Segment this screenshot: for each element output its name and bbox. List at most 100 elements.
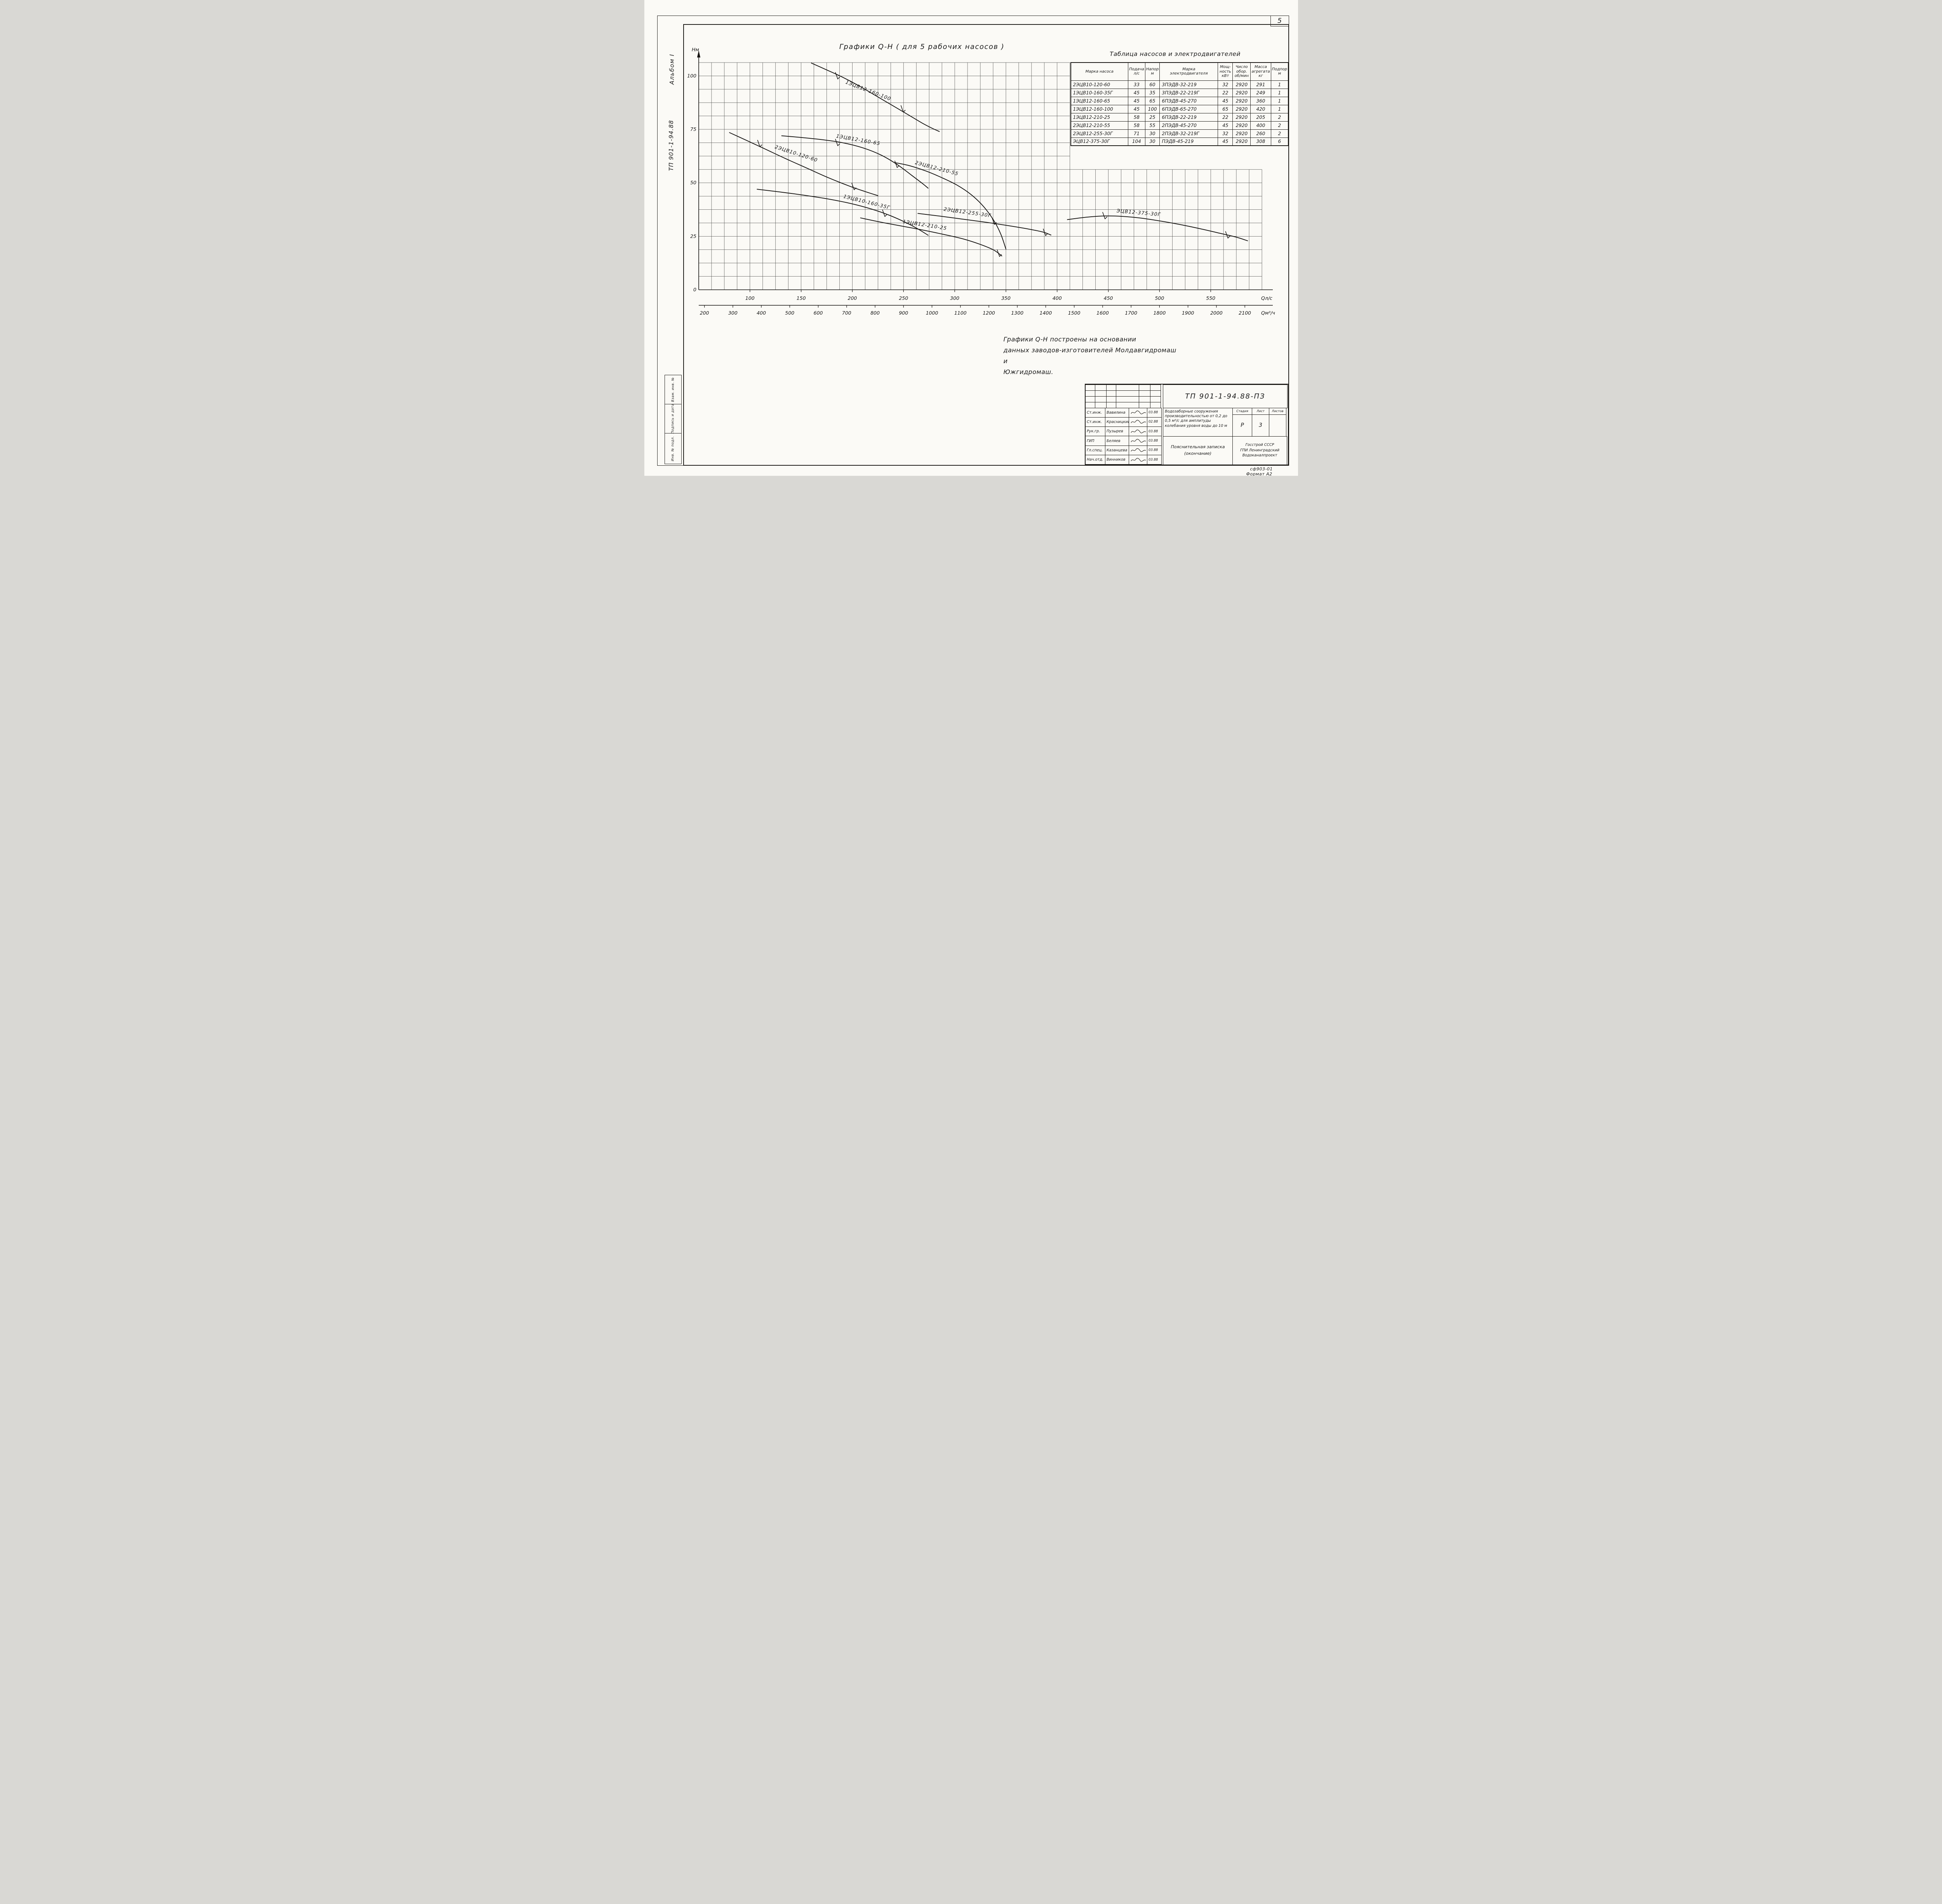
x-tick-label-m3h: 2000 [1210,310,1222,316]
pump-table-cell: 22 [1218,88,1233,97]
pump-table-cell: 2920 [1232,137,1251,146]
pump-table-header-row: Марка насоса Подача л/с Напор м Марка элект… [1070,62,1289,81]
note-line: Южгидромаш. [1003,368,1054,376]
x-tick-label-m3h: 1800 [1153,310,1166,316]
title-block-grid-cell [1085,396,1095,402]
pump-table-cell: 2ЭЦВ10-120-60 [1070,80,1128,89]
signature-squiggle [1131,458,1146,462]
title-block-grid-cell [1139,390,1150,397]
y-tick-label: 0 [693,287,696,292]
margin-stamp-cell: Подпись и дата [664,404,682,434]
pump-table: Марка насоса Подача л/с Напор м Марка элект… [1070,62,1289,146]
title-block-grid-cell [1106,402,1116,408]
pump-curve [860,218,1002,256]
curve-label: 1ЭЦВ12-160-100 [844,79,892,102]
signature-squiggle [1131,439,1146,443]
pump-table-header-cell: Подача л/с [1128,62,1145,81]
curve-label: 2ЭЦВ10-120-60 [774,144,818,163]
pump-table-cell: 2920 [1232,113,1251,122]
organization-line: ГПИ Ленинградский [1240,448,1279,453]
margin-stamp-cells: Взам. инв. № Подпись и дата Инв. № подл. [664,375,682,465]
title-block: ТП 901-1-94.88-ПЗ Ст.инж. Вавилина 03.88 Ст… [1084,384,1289,465]
pump-table-cell: 45 [1218,137,1233,146]
pump-curve [811,63,940,132]
margin-stamp-label: Инв. № подл. [671,436,675,461]
pump-table-row: 1ЭЦВ12-160-100 45 100 6ПЭДВ-65-270 65 2920 420… [1070,104,1289,113]
pump-table-cell: 1 [1270,88,1289,97]
pump-table-cell: 45 [1218,96,1233,105]
x-tick-label-ls: 400 [1052,295,1061,301]
title-block-grid-cell [1095,390,1107,397]
pump-table-cell: 65 [1145,96,1160,105]
title-block-grid-cell [1116,402,1139,408]
x-tick-label-m3h: 1400 [1039,310,1052,316]
pump-table-cell: 2 [1270,113,1289,122]
duty-point-mark [896,165,900,168]
stage-block: Стадия Р Лист 3 Листов [1232,407,1288,437]
x-axis-label-m3h: Qм³/ч [1261,310,1275,316]
pump-table-header-cell: Масса агрегата кг [1250,62,1271,81]
project-description: Водозаборные сооружения производительнос… [1163,407,1233,437]
y-tick-label: 25 [690,233,696,239]
signature-role: ГИП [1085,436,1105,446]
y-tick-label: 75 [690,126,696,132]
pump-table-cell: ПЭДВ-45-219 [1159,137,1218,146]
x-tick-label-m3h: 900 [899,310,908,316]
pump-table-cell: 6 [1270,137,1289,146]
x-tick-label-m3h: 2100 [1239,310,1251,316]
x-tick-label-ls: 300 [950,295,959,301]
stage-header: Листов [1269,408,1286,415]
pump-table-cell: 1 [1270,80,1289,89]
drawing-sheet: 5 Альбом I ТП 901-1-94.88 Взам. инв. № По… [644,0,1298,476]
pump-table-row: 2ЭЦВ12-210-55 58 55 2ПЭДВ-45-270 45 2920 400 2 [1070,121,1289,130]
pump-table-cell: 65 [1218,104,1233,113]
pump-curve [729,132,878,196]
signature-mark [1129,436,1147,446]
sheet-number: 5 [1277,17,1282,25]
pump-table-cell: 2ЭЦВ12-210-55 [1070,121,1128,130]
pump-curve [756,189,929,236]
pump-table-cell: 30 [1145,137,1160,146]
x-tick-label-m3h: 1900 [1182,310,1194,316]
pump-table-cell: ЭЦВ12-375-30Г [1070,137,1128,146]
pump-table-cell: 2920 [1232,88,1251,97]
duty-point-mark [837,143,840,146]
y-tick-label: 100 [687,73,696,78]
pump-table-header-cell: Число обор. об/мин [1232,62,1251,81]
title-block-right: Водозаборные сооружения производительнос… [1163,407,1288,465]
pump-table-cell: 35 [1145,88,1160,97]
y-axis-arrow [697,50,700,57]
title-block-grid-cell [1085,390,1095,397]
sheet-number-box: 5 [1270,16,1289,26]
pump-table-cell: 32 [1218,129,1233,138]
duty-point-mark [1104,216,1107,219]
qh-chart: Нм 0 25 50 75 100 100 150 200 250 300 350 400 450 500 5… [687,47,1275,316]
title-block-grid-cell [1095,384,1107,391]
pump-table-cell: 32 [1218,80,1233,89]
x-tick-label-m3h: 300 [728,310,737,316]
document-title: Пояснительная записка (окончание) [1163,436,1233,465]
pump-table-cell: 100 [1145,104,1160,113]
pump-table-cell: 308 [1250,137,1271,146]
stage-column: Лист 3 [1252,407,1269,437]
duty-point-mark [1045,233,1048,236]
title-block-grid-cell [1116,396,1139,402]
pump-table-cell: 45 [1128,96,1145,105]
signature-name: Винников [1105,455,1129,465]
x-tick-label-ls: 150 [796,295,806,301]
signature-row: Ст.инж. Красницкий 02.88 [1085,417,1163,427]
title-block-grid-cell [1150,402,1161,408]
note-text: Графики Q-Н построены на основании данных… [1004,334,1182,378]
stage-header: Стадия [1233,408,1252,415]
duty-point-mark [837,77,840,80]
x-tick-label-m3h: 1500 [1068,310,1080,316]
pump-table-row: 1ЭЦВ12-160-65 45 65 6ПЭДВ-45-270 45 2920 360 1 [1070,96,1289,105]
signature-row: Рук.гр. Пузырев 03.88 [1085,426,1163,437]
pump-table-cell: 2 [1270,129,1289,138]
pump-table-cell: 2920 [1232,104,1251,113]
signature-rows: Ст.инж. Вавилина 03.88 Ст.инж. Красницкий 02.… [1085,407,1163,465]
duty-point-mark [884,214,887,217]
pump-table-cell: 6ПЭДВ-65-270 [1159,104,1218,113]
pump-table-cell: 400 [1250,121,1271,130]
stage-column: Стадия Р [1232,407,1252,437]
